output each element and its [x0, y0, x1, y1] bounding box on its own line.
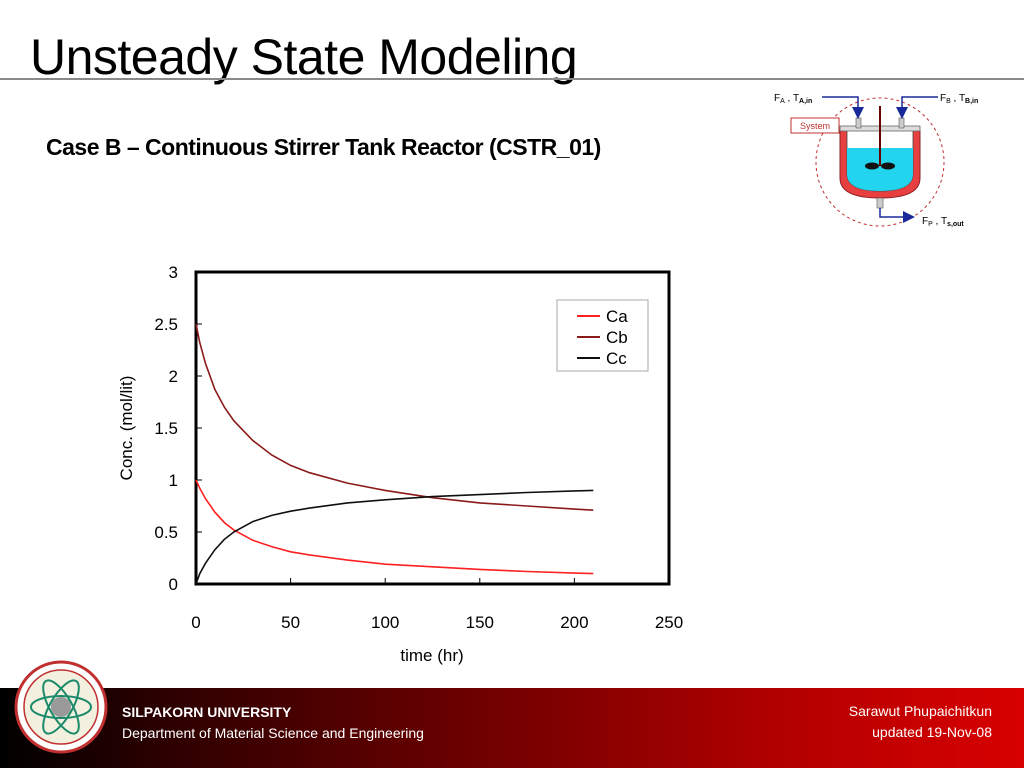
inlet-b-arrow: [896, 96, 938, 119]
inlet-a-arrow: [822, 96, 864, 119]
inlet-a-label: FA , TA,in: [774, 93, 812, 105]
outlet-arrow: [879, 208, 915, 223]
x-tick-label: 250: [655, 613, 683, 632]
slide-title: Unsteady State Modeling: [30, 29, 578, 85]
legend-label-ca: Ca: [606, 307, 628, 326]
x-tick-label: 150: [466, 613, 494, 632]
chart-legend: Ca Cb Cc: [556, 299, 649, 372]
y-axis-label: Conc. (mol/lit): [117, 376, 136, 481]
y-tick-label: 0: [169, 575, 178, 594]
cstr-diagram: System FA , TA,in FB , TB,in FP , Ts,out: [774, 93, 978, 228]
footer-department: Department of Material Science and Engin…: [122, 725, 424, 741]
x-tick-label: 200: [560, 613, 588, 632]
y-tick-label: 2: [169, 367, 178, 386]
footer-bar: [0, 688, 1024, 768]
inlet-b-label: FB , TB,in: [940, 93, 978, 105]
system-label: System: [800, 121, 830, 131]
system-boundary: [815, 97, 945, 227]
y-tick-label: 0.5: [154, 523, 178, 542]
series-line-cb: [195, 323, 594, 511]
y-tick-label: 1.5: [154, 419, 178, 438]
title-divider: [0, 78, 1024, 80]
y-tick-label: 3: [169, 263, 178, 282]
footer-university: SILPAKORN UNIVERSITY: [122, 704, 292, 720]
x-tick-label: 100: [371, 613, 399, 632]
outlet-label: FP , Ts,out: [922, 216, 964, 228]
x-tick-label: 50: [281, 613, 300, 632]
university-seal-icon: [14, 660, 108, 754]
legend-label-cc: Cc: [606, 349, 627, 368]
series-line-cc: [195, 489, 594, 585]
series-line-ca: [195, 479, 594, 575]
y-tick-label: 1: [169, 471, 178, 490]
concentration-chart: 0 50 100 150 200 250 00.511.522.53 time (hr) …: [117, 263, 683, 665]
legend-label-cb: Cb: [606, 328, 628, 347]
footer-author: Sarawut Phupaichitkun: [848, 703, 992, 719]
x-tick-label: 0: [191, 613, 200, 632]
y-tick-label: 2.5: [154, 315, 178, 334]
x-axis-label: time (hr): [400, 646, 463, 665]
footer-updated: updated 19-Nov-08: [872, 724, 992, 740]
slide-subtitle: Case B – Continuous Stirrer Tank Reactor…: [46, 134, 601, 160]
